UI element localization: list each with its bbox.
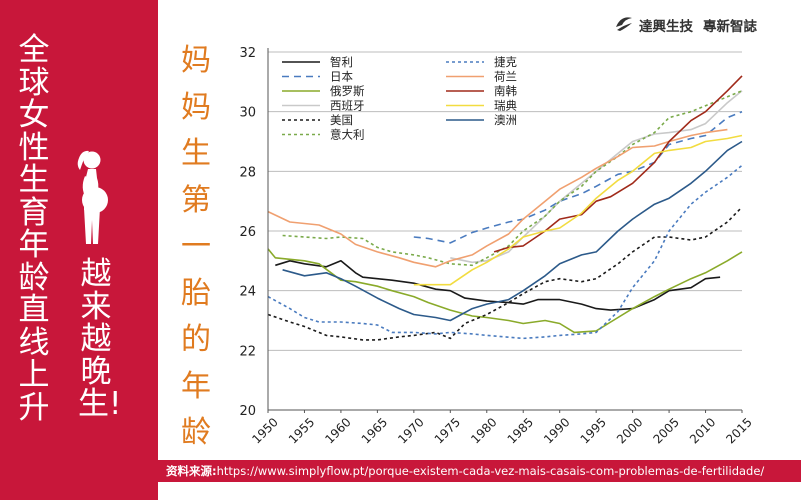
series-line-3 <box>450 90 743 264</box>
logo-mark-icon <box>614 13 634 37</box>
x-tick-label: 1985 <box>505 415 536 446</box>
x-tick-label: 2005 <box>650 415 681 446</box>
legend-label-9: 瑞典 <box>494 99 517 113</box>
logo-slogan: 專新智誌 <box>703 19 757 35</box>
legend-label-7: 荷兰 <box>494 70 517 84</box>
series-line-6 <box>267 164 743 340</box>
x-tick-label: 1965 <box>359 415 390 446</box>
legend-label-2: 俄罗斯 <box>330 84 365 98</box>
x-tick-label: 1980 <box>468 415 499 446</box>
x-tick-label: 1960 <box>322 415 353 446</box>
x-tick-label: 1990 <box>541 415 572 446</box>
legend-label-4: 美国 <box>330 113 353 127</box>
y-tick-label: 30 <box>239 106 256 121</box>
line-layer <box>267 75 743 341</box>
y-tick-label: 26 <box>239 225 256 240</box>
y-tick-label: 22 <box>239 344 256 359</box>
y-tick-label: 20 <box>239 404 256 419</box>
source-bar: 资料来源:https://www.simplyflow.pt/porque-ex… <box>158 460 801 482</box>
x-tick-label: 2000 <box>614 415 645 446</box>
x-tick-label: 1955 <box>286 415 317 446</box>
logo: 達興生技 專新智誌 <box>614 14 757 36</box>
series-line-10 <box>282 140 743 322</box>
source-url[interactable]: https://www.simplyflow.pt/porque-existem… <box>216 464 765 478</box>
legend-label-3: 西班牙 <box>330 99 365 113</box>
series-line-1 <box>413 110 743 244</box>
left-panel: 全球女性生育年龄直线上升 越来越晚生! <box>0 0 158 500</box>
x-tick-label: 1975 <box>432 415 463 446</box>
x-tick-label: 1995 <box>578 415 609 446</box>
series-line-0 <box>275 260 721 311</box>
source-label: 资料来源: <box>166 464 217 478</box>
series-line-7 <box>267 128 728 268</box>
series-line-8 <box>493 75 743 253</box>
legend-label-6: 捷克 <box>494 55 517 69</box>
series-line-9 <box>413 134 743 286</box>
pregnant-woman-icon <box>72 148 108 250</box>
series-line-4 <box>267 206 743 341</box>
x-tick-label: 1950 <box>249 415 280 446</box>
x-tick-label: 1970 <box>395 415 426 446</box>
headline-main: 全球女性生育年龄直线上升 <box>18 32 50 426</box>
y-tick-label: 24 <box>239 285 256 300</box>
legend-label-1: 日本 <box>330 70 353 84</box>
legend-label-10: 澳洲 <box>494 113 517 127</box>
legend-label-8: 南韩 <box>494 84 517 98</box>
y-tick-label: 32 <box>239 46 256 61</box>
legend-label-5: 意大利 <box>330 128 365 142</box>
x-tick-label: 2015 <box>723 415 754 446</box>
legend-label-0: 智利 <box>330 55 353 69</box>
chart-vertical-title: 妈妈生第一胎的年龄 <box>181 43 211 450</box>
y-tick-label: 28 <box>239 165 256 180</box>
logo-company: 達興生技 <box>639 19 693 35</box>
series-line-5 <box>282 90 743 267</box>
x-tick-label: 2010 <box>687 415 718 446</box>
